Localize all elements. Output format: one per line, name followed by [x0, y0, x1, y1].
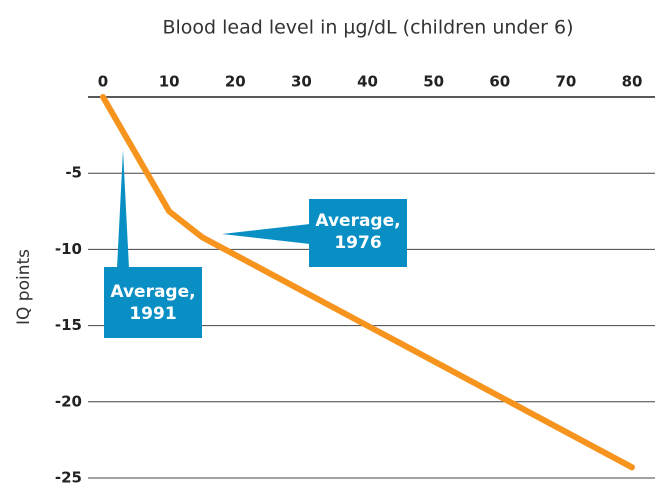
y-tick-label: -5 [65, 164, 82, 182]
y-tick-label: -20 [55, 392, 82, 410]
x-tick-label: 70 [555, 73, 576, 91]
x-tick-label: 50 [423, 73, 444, 91]
annotation-text: 1976 [334, 233, 381, 253]
annotation-text: 1991 [129, 304, 176, 324]
chart-title: Blood lead level in µg/dL (children unde… [162, 17, 573, 39]
y-axis-label: IQ points [14, 249, 34, 325]
annotation-1976: Average, 1976 [222, 199, 407, 267]
annotation-text: Average, [315, 211, 400, 231]
annotation-1991: Average, 1991 [104, 150, 202, 338]
pointer [222, 224, 310, 244]
y-tick-label: -15 [55, 316, 82, 334]
x-tick-label: 80 [622, 73, 643, 91]
y-tick-label: -25 [55, 469, 82, 487]
x-tick-label: 10 [159, 73, 180, 91]
x-tick-label: 30 [291, 73, 312, 91]
annotation-text: Average, [110, 282, 195, 302]
pointer [117, 150, 129, 268]
x-tick-label: 60 [489, 73, 510, 91]
x-tick-label: 20 [225, 73, 246, 91]
annotation-box [104, 267, 202, 338]
x-tick-label: 40 [357, 73, 378, 91]
x-tick-label: 0 [98, 73, 108, 91]
y-tick-label: -10 [55, 240, 82, 258]
data-line [100, 94, 635, 471]
annotation-box [309, 199, 407, 267]
